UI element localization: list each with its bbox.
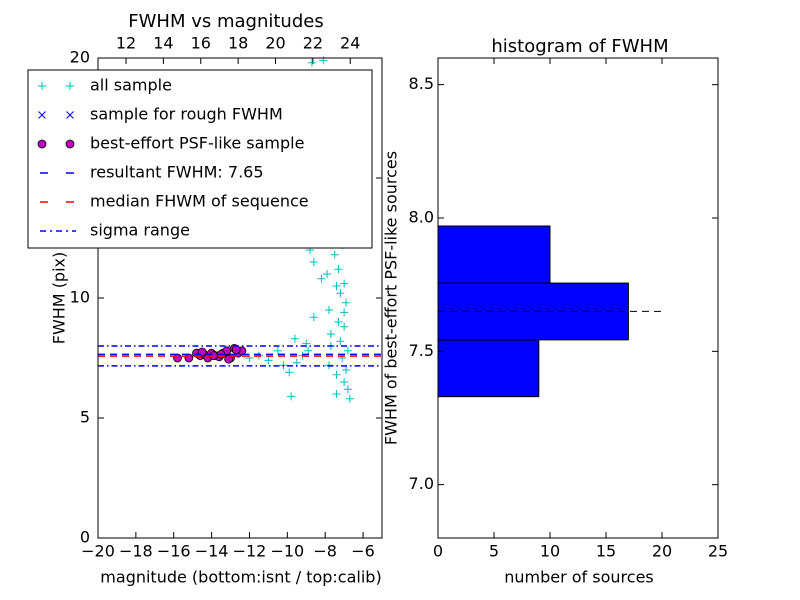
y-tick-label: 7.5 [409,341,434,360]
point [332,390,341,398]
point [224,354,234,364]
y-tick-label: 8.5 [409,74,434,93]
x2-tick-label: 20 [265,34,285,53]
point [340,322,349,331]
point [330,250,339,259]
point [340,279,349,288]
x-tick-label: 10 [540,542,560,561]
point [317,274,326,283]
legend-marker [66,111,74,119]
legend-marker [66,82,74,90]
y-tick-label: 5 [80,408,90,427]
y-tick-label: 0 [80,528,90,547]
legend-marker [37,139,47,149]
x2-tick-label: 24 [340,34,360,53]
point [340,308,349,317]
x-tick-label: 20 [652,542,672,561]
point [342,366,351,374]
point [326,330,335,338]
point [343,385,352,394]
point [336,289,345,298]
point [324,306,333,314]
x-axis-label: number of sources [504,568,654,587]
point [342,298,351,307]
x-tick-label: 5 [489,542,499,561]
bar [437,225,551,284]
plot-frame [437,57,719,539]
legend-label: median FHWM of sequence [90,192,309,211]
x-tick-label: −6 [351,542,375,561]
point [309,313,318,322]
x2-tick-label: 16 [191,34,211,53]
x2-tick-label: 12 [116,34,136,53]
point [285,368,294,377]
chart-title: histogram of FWHM [491,36,668,57]
legend-label: best-effort PSF-like sample [90,134,304,153]
x-axis-label: magnitude (bottom:isnt / top:calib) [100,568,381,587]
legend-label: sigma range [90,221,190,240]
x-tick-label: 0 [433,542,443,561]
x-tick-label: 15 [596,542,616,561]
legend-label: sample for rough FWHM [90,105,283,124]
point [287,392,296,401]
point [245,354,254,362]
x-tick-label: 25 [708,542,728,561]
point [334,265,343,274]
y-tick-label: 20 [70,48,90,67]
plot-frame [97,57,383,539]
legend-label: resultant FWHM: 7.65 [90,163,264,182]
x2-tick-label: 18 [228,34,248,53]
legend-label: all sample [90,76,172,95]
point [332,282,341,290]
y-tick-label: 8.0 [409,208,434,227]
point [340,378,349,386]
legend-marker [38,111,46,119]
x-tick-label: −12 [233,542,267,561]
legend-marker [38,82,46,90]
point [345,394,354,403]
y-axis-label: FWHM of best-effort PSF-like sources [382,151,401,445]
point [264,356,273,365]
point [184,353,194,363]
point [323,270,332,278]
x-tick-label: −16 [157,542,191,561]
point [173,353,182,363]
point [307,58,316,67]
y-tick-label: 10 [70,288,90,307]
x-tick-label: −10 [270,542,304,561]
point [231,345,241,355]
x2-tick-label: 22 [303,34,323,53]
point [332,370,341,379]
x2-tick-label: 14 [153,34,173,53]
bar [437,339,540,398]
point [304,346,313,355]
legend-box [27,69,373,249]
point [334,318,343,326]
x-tick-label: −8 [313,542,337,561]
point [309,258,318,266]
point [290,334,299,343]
point [273,346,282,355]
point [336,337,345,346]
y-tick-label: 7.0 [409,474,434,493]
y-axis-label: FWHM (pix) [50,252,69,345]
x-tick-label: −14 [195,542,229,561]
x-tick-label: −20 [81,542,115,561]
x-tick-label: −18 [119,542,153,561]
legend-marker [65,139,75,149]
point [343,346,352,355]
chart-title: FWHM vs magnitudes [128,11,323,32]
